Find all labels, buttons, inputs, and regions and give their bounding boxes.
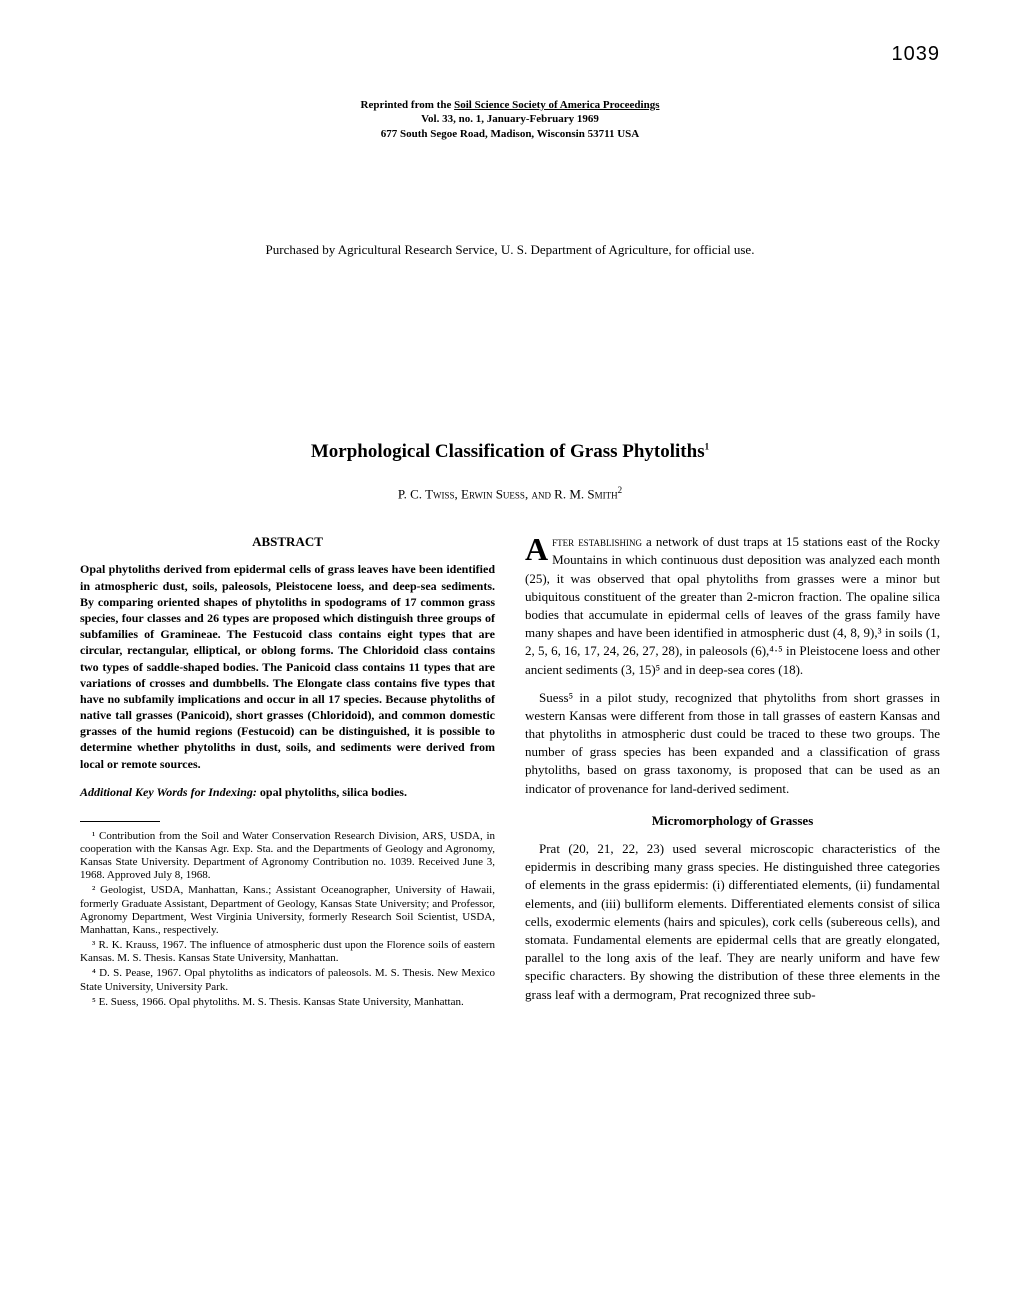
keywords-label: Additional Key Words for Indexing:	[80, 785, 257, 799]
reprint-address: 677 South Segoe Road, Madison, Wisconsin…	[381, 128, 639, 140]
body-paragraph-3: Prat (20, 21, 22, 23) used several micro…	[525, 840, 940, 1004]
reprint-info: Reprinted from the Soil Science Society …	[80, 98, 940, 141]
reprint-source: Soil Science Society of America Proceedi…	[454, 99, 659, 111]
footnote-2: ² Geologist, USDA, Manhattan, Kans.; Ass…	[80, 884, 495, 937]
dropcap: A	[525, 535, 548, 564]
right-column: After establishing a network of dust tra…	[525, 533, 940, 1014]
two-column-layout: ABSTRACT Opal phytoliths derived from ep…	[80, 533, 940, 1014]
footnote-1: ¹ Contribution from the Soil and Water C…	[80, 830, 495, 883]
footnote-3: ³ R. K. Krauss, 1967. The influence of a…	[80, 939, 495, 965]
abstract-heading: ABSTRACT	[80, 533, 495, 551]
keywords: Additional Key Words for Indexing: opal …	[80, 784, 495, 801]
authors: P. C. Twiss, Erwin Suess, and R. M. Smit…	[80, 484, 940, 504]
purchased-note: Purchased by Agricultural Research Servi…	[80, 241, 940, 259]
dropcap-text: fter establishing	[552, 534, 642, 549]
left-column: ABSTRACT Opal phytoliths derived from ep…	[80, 533, 495, 1014]
footnotes: ¹ Contribution from the Soil and Water C…	[80, 830, 495, 1009]
section-heading: Micromorphology of Grasses	[525, 812, 940, 830]
body-p1-rest: a network of dust traps at 15 stations e…	[525, 534, 940, 676]
reprint-prefix: Reprinted from the	[361, 99, 455, 111]
body-paragraph-2: Suess⁵ in a pilot study, recognized that…	[525, 689, 940, 798]
title-footnote-ref: 1	[705, 442, 710, 452]
footnote-4: ⁴ D. S. Pease, 1967. Opal phytoliths as …	[80, 967, 495, 993]
body-paragraph-1: After establishing a network of dust tra…	[525, 533, 940, 679]
reprint-volume: Vol. 33, no. 1, January-February 1969	[421, 113, 599, 125]
page-number: 1039	[80, 40, 940, 68]
keywords-text: opal phytoliths, silica bodies.	[257, 785, 407, 799]
footnote-5: ⁵ E. Suess, 1966. Opal phytoliths. M. S.…	[80, 996, 495, 1009]
footnote-rule	[80, 821, 160, 822]
abstract-text: Opal phytoliths derived from epidermal c…	[80, 561, 495, 771]
authors-footnote-ref: 2	[618, 485, 623, 495]
article-title: Morphological Classification of Grass Ph…	[80, 439, 940, 466]
